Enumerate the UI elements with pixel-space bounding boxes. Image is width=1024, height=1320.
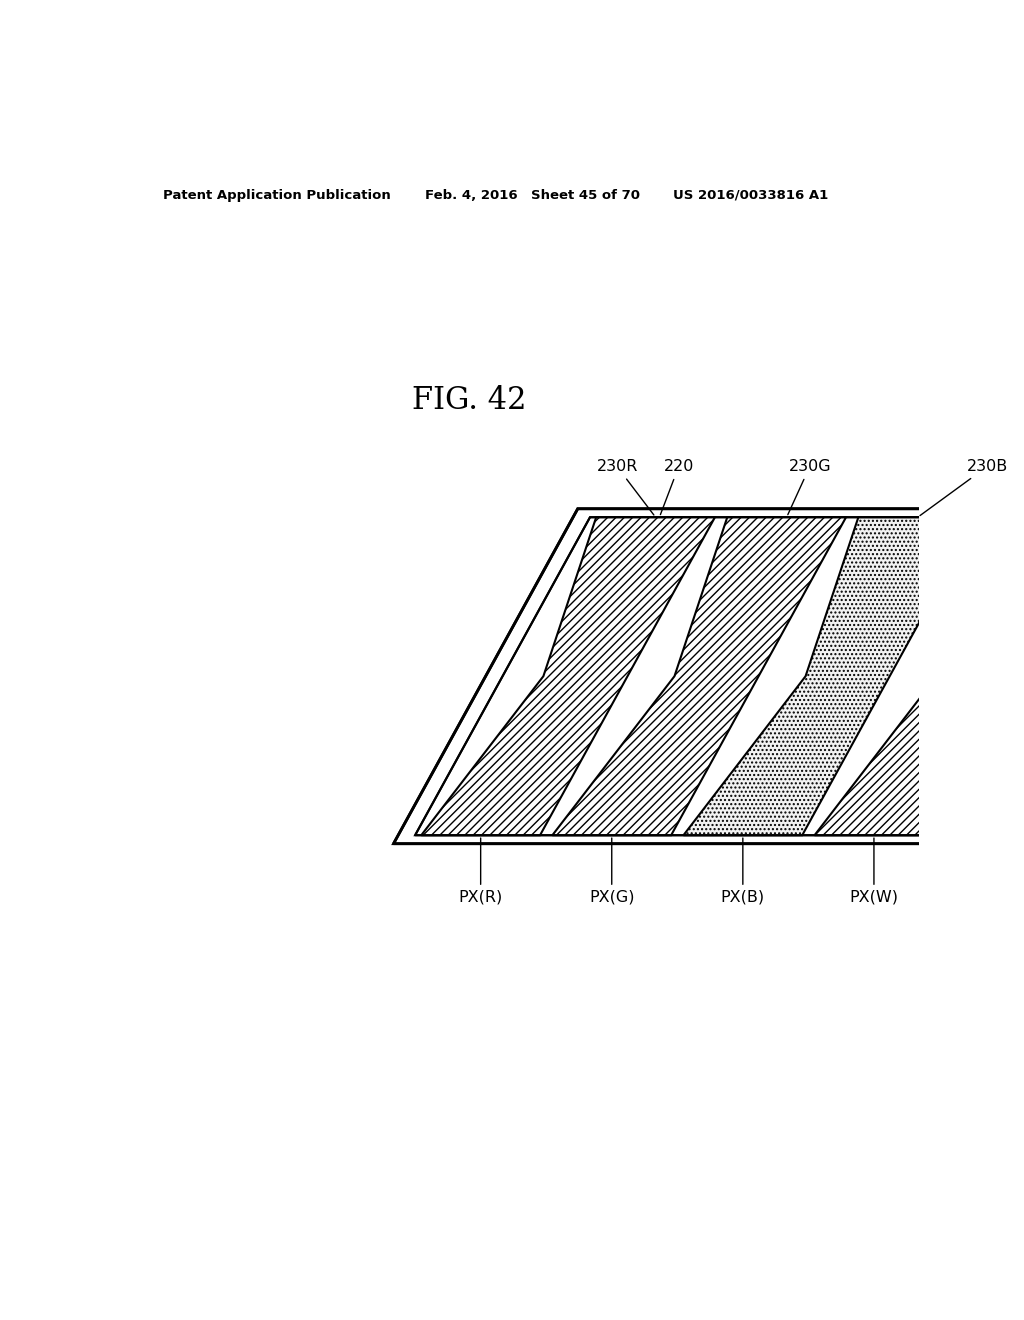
Text: PX(G): PX(G) (589, 838, 635, 906)
Text: Feb. 4, 2016: Feb. 4, 2016 (425, 189, 517, 202)
Text: PX(R): PX(R) (459, 838, 503, 906)
Polygon shape (552, 517, 846, 836)
Text: US 2016/0033816 A1: US 2016/0033816 A1 (674, 189, 828, 202)
Polygon shape (393, 508, 1024, 843)
Polygon shape (683, 517, 977, 836)
Text: 230B: 230B (920, 459, 1008, 516)
Text: Sheet 45 of 70: Sheet 45 of 70 (531, 189, 640, 202)
Text: PX(W): PX(W) (850, 838, 898, 906)
Text: 230R: 230R (596, 459, 654, 515)
Text: PX(B): PX(B) (721, 838, 765, 906)
Polygon shape (814, 517, 1024, 836)
Text: 220: 220 (660, 459, 694, 515)
Polygon shape (421, 517, 715, 836)
Text: Patent Application Publication: Patent Application Publication (163, 189, 390, 202)
Polygon shape (415, 517, 1024, 836)
Text: FIG. 42: FIG. 42 (412, 385, 526, 416)
Text: 230G: 230G (787, 459, 831, 515)
